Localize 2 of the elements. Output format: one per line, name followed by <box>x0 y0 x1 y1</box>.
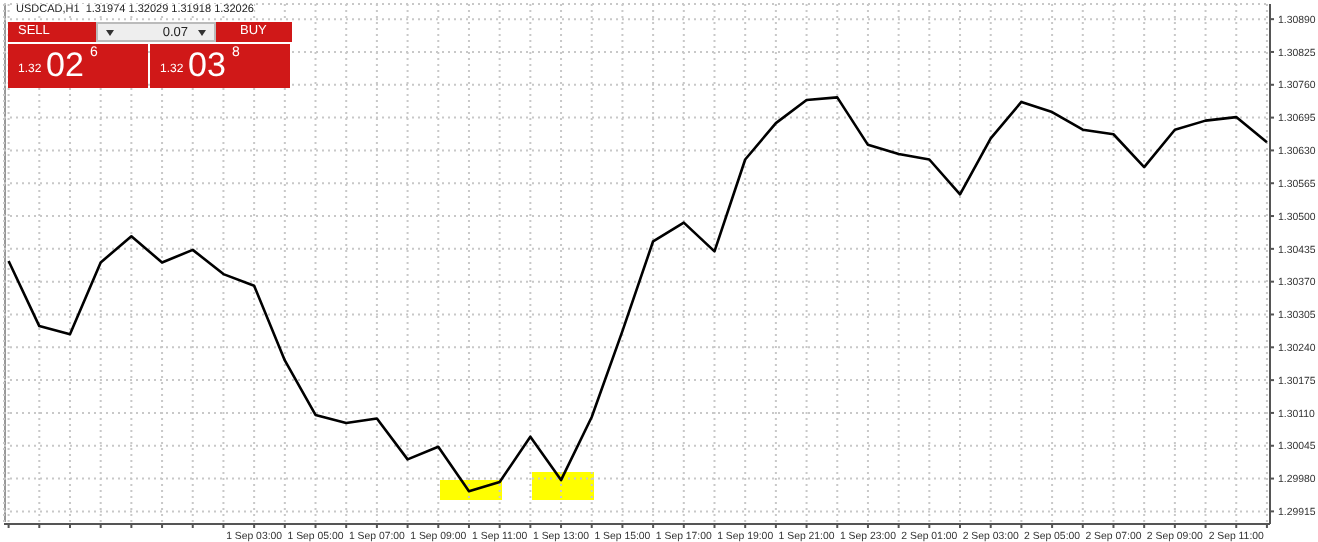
annotation: 03 <box>188 46 226 86</box>
annotation: 02 <box>46 46 84 86</box>
